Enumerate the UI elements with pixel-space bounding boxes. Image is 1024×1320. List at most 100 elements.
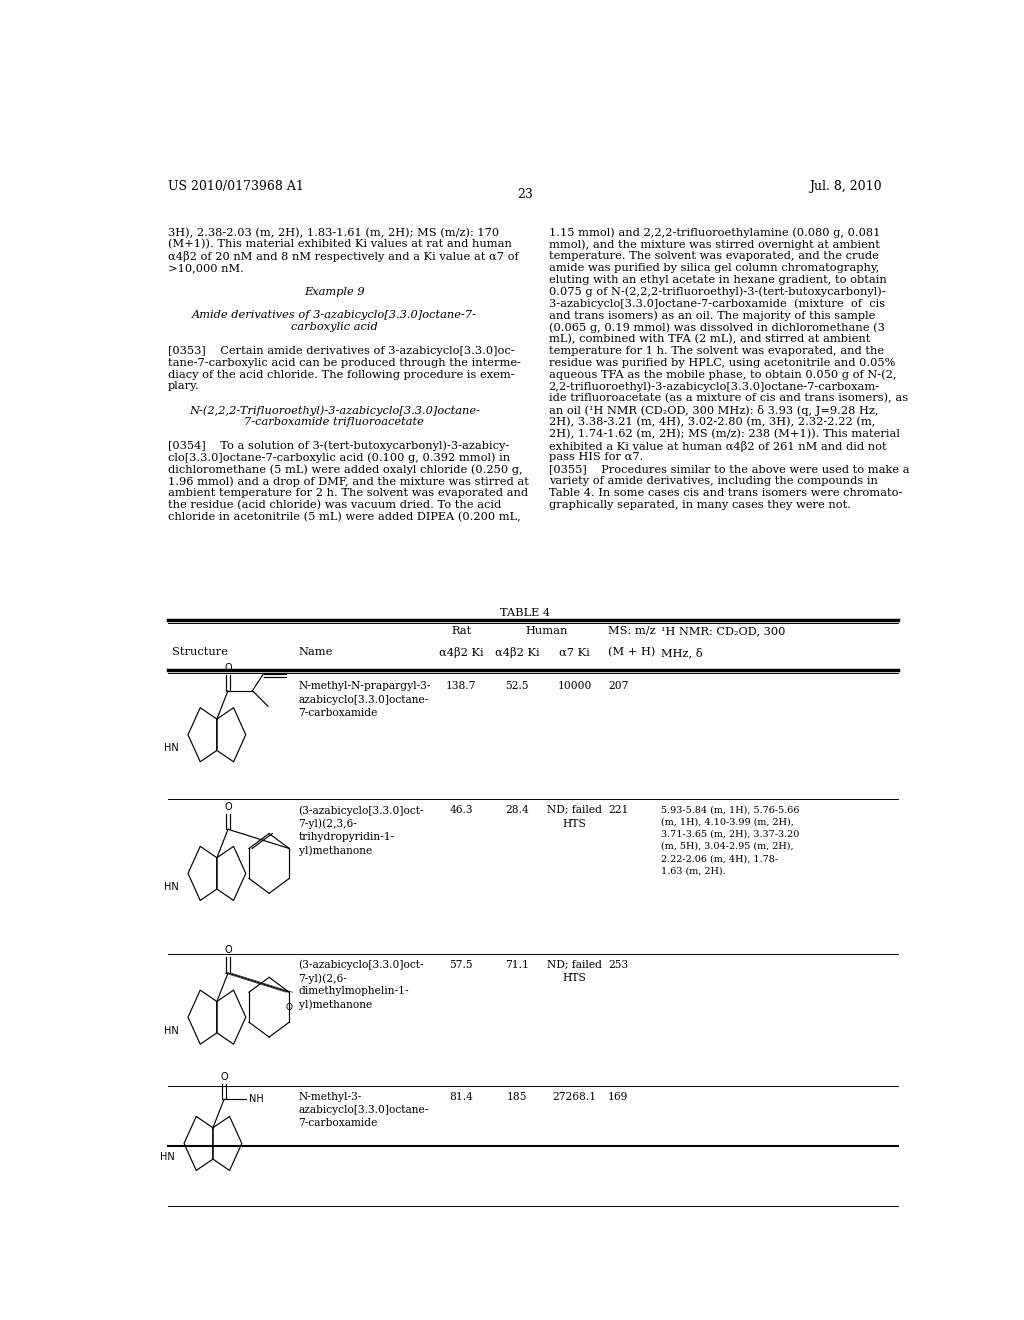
Text: 52.5: 52.5 — [505, 681, 528, 692]
Text: HN: HN — [164, 882, 178, 892]
Text: clo[3.3.0]octane-7-carboxylic acid (0.100 g, 0.392 mmol) in: clo[3.3.0]octane-7-carboxylic acid (0.10… — [168, 453, 510, 463]
Text: amide was purified by silica gel column chromatography,: amide was purified by silica gel column … — [549, 263, 879, 273]
Text: mmol), and the mixture was stirred overnight at ambient: mmol), and the mixture was stirred overn… — [549, 239, 880, 249]
Text: yl)methanone: yl)methanone — [299, 999, 372, 1010]
Text: Amide derivatives of 3-azabicyclo[3.3.0]octane-7-: Amide derivatives of 3-azabicyclo[3.3.0]… — [191, 310, 477, 321]
Text: Name: Name — [299, 647, 333, 657]
Text: chloride in acetonitrile (5 mL) were added DIPEA (0.200 mL,: chloride in acetonitrile (5 mL) were add… — [168, 512, 520, 521]
Text: (0.065 g, 0.19 mmol) was dissolved in dichloromethane (3: (0.065 g, 0.19 mmol) was dissolved in di… — [549, 322, 885, 333]
Text: 3.71-3.65 (m, 2H), 3.37-3.20: 3.71-3.65 (m, 2H), 3.37-3.20 — [662, 830, 800, 838]
Text: Jul. 8, 2010: Jul. 8, 2010 — [809, 180, 882, 193]
Text: pass HIS for α7.: pass HIS for α7. — [549, 453, 643, 462]
Text: (M+1)). This material exhibited Ki values at rat and human: (M+1)). This material exhibited Ki value… — [168, 239, 512, 249]
Text: 28.4: 28.4 — [505, 805, 528, 816]
Text: 10000: 10000 — [557, 681, 592, 692]
Text: temperature. The solvent was evaporated, and the crude: temperature. The solvent was evaporated,… — [549, 251, 879, 261]
Text: Example 9: Example 9 — [304, 286, 365, 297]
Text: azabicyclo[3.3.0]octane-: azabicyclo[3.3.0]octane- — [299, 1105, 429, 1115]
Text: 7-yl)(2,6-: 7-yl)(2,6- — [299, 973, 347, 983]
Text: US 2010/0173968 A1: US 2010/0173968 A1 — [168, 180, 303, 193]
Text: carboxylic acid: carboxylic acid — [291, 322, 378, 333]
Text: O: O — [224, 663, 231, 673]
Text: (m, 5H), 3.04-2.95 (m, 2H),: (m, 5H), 3.04-2.95 (m, 2H), — [662, 842, 794, 851]
Text: and trans isomers) as an oil. The majority of this sample: and trans isomers) as an oil. The majori… — [549, 310, 874, 321]
Text: 2.22-2.06 (m, 4H), 1.78-: 2.22-2.06 (m, 4H), 1.78- — [662, 854, 778, 863]
Text: 1.63 (m, 2H).: 1.63 (m, 2H). — [662, 866, 726, 875]
Text: O: O — [224, 945, 231, 956]
Text: 71.1: 71.1 — [505, 960, 528, 970]
Text: TABLE 4: TABLE 4 — [500, 607, 550, 618]
Text: ND; failed: ND; failed — [547, 805, 602, 816]
Text: 1.15 mmol) and 2,2,2-trifluoroethylamine (0.080 g, 0.081: 1.15 mmol) and 2,2,2-trifluoroethylamine… — [549, 227, 880, 238]
Text: 169: 169 — [608, 1092, 629, 1102]
Text: HN: HN — [164, 743, 178, 754]
Text: 2,2-trifluoroethyl)-3-azabicyclo[3.3.0]octane-7-carboxam-: 2,2-trifluoroethyl)-3-azabicyclo[3.3.0]o… — [549, 381, 880, 392]
Text: N-methyl-3-: N-methyl-3- — [299, 1092, 362, 1102]
Text: HN: HN — [164, 1026, 178, 1036]
Text: mL), combined with TFA (2 mL), and stirred at ambient: mL), combined with TFA (2 mL), and stirr… — [549, 334, 870, 345]
Text: (3-azabicyclo[3.3.0]oct-: (3-azabicyclo[3.3.0]oct- — [299, 805, 424, 816]
Text: 0.075 g of N-(2,2,2-trifluoroethyl)-3-(tert-butoxycarbonyl)-: 0.075 g of N-(2,2,2-trifluoroethyl)-3-(t… — [549, 286, 885, 297]
Text: 5.93-5.84 (m, 1H), 5.76-5.66: 5.93-5.84 (m, 1H), 5.76-5.66 — [662, 805, 800, 814]
Text: [0353]    Certain amide derivatives of 3-azabicyclo[3.3.0]oc-: [0353] Certain amide derivatives of 3-az… — [168, 346, 514, 356]
Text: 2H), 1.74-1.62 (m, 2H); MS (m/z): 238 (M+1)). This material: 2H), 1.74-1.62 (m, 2H); MS (m/z): 238 (M… — [549, 429, 899, 440]
Text: ambient temperature for 2 h. The solvent was evaporated and: ambient temperature for 2 h. The solvent… — [168, 488, 527, 498]
Text: an oil (¹H NMR (CD₂OD, 300 MHz): δ 3.93 (q, J=9.28 Hz,: an oil (¹H NMR (CD₂OD, 300 MHz): δ 3.93 … — [549, 405, 879, 416]
Text: ide trifluoroacetate (as a mixture of cis and trans isomers), as: ide trifluoroacetate (as a mixture of ci… — [549, 393, 907, 404]
Text: plary.: plary. — [168, 381, 200, 392]
Text: 7-yl)(2,3,6-: 7-yl)(2,3,6- — [299, 818, 357, 829]
Text: Table 4. In some cases cis and trans isomers were chromato-: Table 4. In some cases cis and trans iso… — [549, 488, 902, 498]
Text: aqueous TFA as the mobile phase, to obtain 0.050 g of N-(2,: aqueous TFA as the mobile phase, to obta… — [549, 370, 896, 380]
Text: HTS: HTS — [562, 973, 587, 983]
Text: 7-carboxamide: 7-carboxamide — [299, 1118, 378, 1129]
Text: 23: 23 — [517, 187, 532, 201]
Text: O: O — [220, 1072, 227, 1081]
Text: yl)methanone: yl)methanone — [299, 845, 372, 855]
Text: residue was purified by HPLC, using acetonitrile and 0.05%: residue was purified by HPLC, using acet… — [549, 358, 895, 368]
Text: α4β2 Ki: α4β2 Ki — [495, 647, 540, 659]
Text: azabicyclo[3.3.0]octane-: azabicyclo[3.3.0]octane- — [299, 694, 429, 705]
Text: variety of amide derivatives, including the compounds in: variety of amide derivatives, including … — [549, 477, 878, 486]
Text: (m, 1H), 4.10-3.99 (m, 2H),: (m, 1H), 4.10-3.99 (m, 2H), — [662, 817, 795, 826]
Text: 27268.1: 27268.1 — [552, 1092, 596, 1102]
Text: N-methyl-N-prapargyl-3-: N-methyl-N-prapargyl-3- — [299, 681, 431, 692]
Text: 221: 221 — [608, 805, 629, 816]
Text: 2H), 3.38-3.21 (m, 4H), 3.02-2.80 (m, 3H), 2.32-2.22 (m,: 2H), 3.38-3.21 (m, 4H), 3.02-2.80 (m, 3H… — [549, 417, 874, 428]
Text: the residue (acid chloride) was vacuum dried. To the acid: the residue (acid chloride) was vacuum d… — [168, 500, 501, 510]
Text: 46.3: 46.3 — [450, 805, 473, 816]
Text: temperature for 1 h. The solvent was evaporated, and the: temperature for 1 h. The solvent was eva… — [549, 346, 884, 356]
Text: 57.5: 57.5 — [450, 960, 473, 970]
Text: 3H), 2.38-2.03 (m, 2H), 1.83-1.61 (m, 2H); MS (m/z): 170: 3H), 2.38-2.03 (m, 2H), 1.83-1.61 (m, 2H… — [168, 227, 499, 238]
Text: diacy of the acid chloride. The following procedure is exem-: diacy of the acid chloride. The followin… — [168, 370, 514, 380]
Text: O: O — [286, 1003, 293, 1011]
Text: [0354]    To a solution of 3-(tert-butoxycarbonyl)-3-azabicy-: [0354] To a solution of 3-(tert-butoxyca… — [168, 441, 509, 451]
Text: 185: 185 — [507, 1092, 527, 1102]
Text: MS: m/z: MS: m/z — [608, 626, 655, 636]
Text: 3-azabicyclo[3.3.0]octane-7-carboxamide  (mixture  of  cis: 3-azabicyclo[3.3.0]octane-7-carboxamide … — [549, 298, 885, 309]
Text: 207: 207 — [608, 681, 629, 692]
Text: Human: Human — [525, 626, 568, 636]
Text: exhibited a Ki value at human α4β2 of 261 nM and did not: exhibited a Ki value at human α4β2 of 26… — [549, 441, 886, 451]
Text: 7-carboxamide: 7-carboxamide — [299, 708, 378, 718]
Text: 138.7: 138.7 — [446, 681, 476, 692]
Text: O: O — [224, 801, 231, 812]
Text: ND; failed: ND; failed — [547, 960, 602, 970]
Text: HTS: HTS — [562, 818, 587, 829]
Text: Rat: Rat — [452, 626, 471, 636]
Text: α4β2 of 20 nM and 8 nM respectively and a Ki value at α7 of: α4β2 of 20 nM and 8 nM respectively and … — [168, 251, 518, 263]
Text: Structure: Structure — [172, 647, 227, 657]
Text: N-(2,2,2-Trifluoroethyl)-3-azabicyclo[3.3.0]octane-: N-(2,2,2-Trifluoroethyl)-3-azabicyclo[3.… — [188, 405, 480, 416]
Text: 7-carboxamide trifluoroacetate: 7-carboxamide trifluoroacetate — [245, 417, 424, 426]
Text: ¹H NMR: CD₂OD, 300: ¹H NMR: CD₂OD, 300 — [662, 626, 785, 636]
Text: eluting with an ethyl acetate in hexane gradient, to obtain: eluting with an ethyl acetate in hexane … — [549, 275, 887, 285]
Text: α4β2 Ki: α4β2 Ki — [439, 647, 483, 659]
Text: [0355]    Procedures similar to the above were used to make a: [0355] Procedures similar to the above w… — [549, 465, 909, 474]
Text: (3-azabicyclo[3.3.0]oct-: (3-azabicyclo[3.3.0]oct- — [299, 960, 424, 970]
Text: tane-7-carboxylic acid can be produced through the interme-: tane-7-carboxylic acid can be produced t… — [168, 358, 520, 368]
Text: >10,000 nM.: >10,000 nM. — [168, 263, 244, 273]
Text: trihydropyridin-1-: trihydropyridin-1- — [299, 832, 395, 842]
Text: MHz, δ: MHz, δ — [662, 647, 702, 659]
Text: HN: HN — [160, 1152, 174, 1162]
Text: dimethylmophelin-1-: dimethylmophelin-1- — [299, 986, 410, 997]
Text: 1.96 mmol) and a drop of DMF, and the mixture was stirred at: 1.96 mmol) and a drop of DMF, and the mi… — [168, 477, 528, 487]
